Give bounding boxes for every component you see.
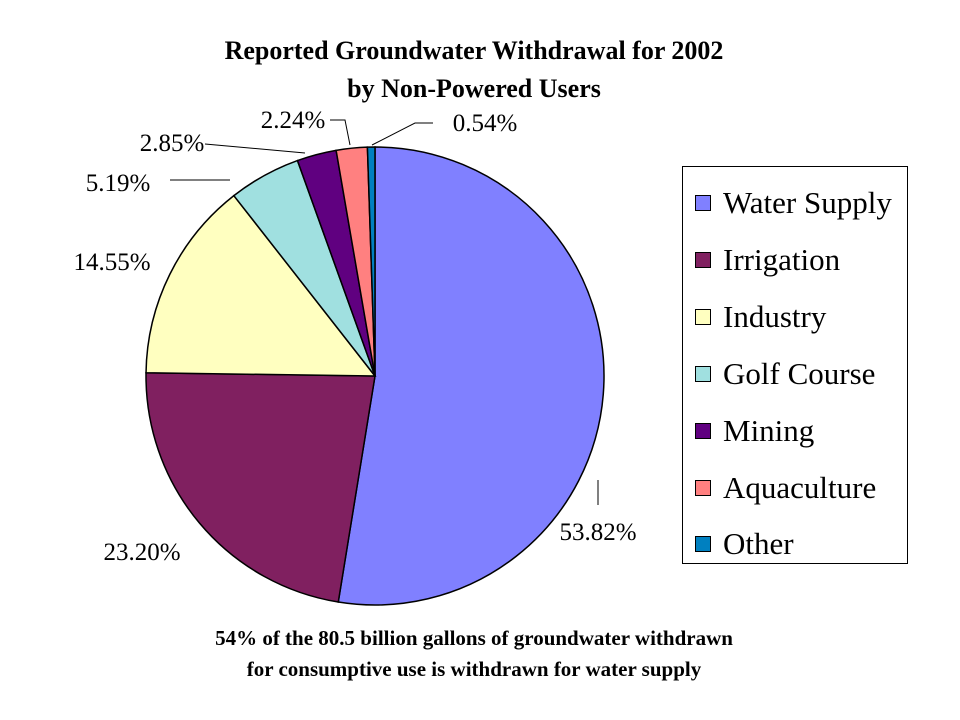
data-label-water-supply: 53.82% <box>559 519 636 546</box>
legend-swatch <box>695 423 711 439</box>
chart-title-line-1: Reported Groundwater Withdrawal for 2002 <box>224 36 724 65</box>
pie-slice-industry <box>145 194 377 377</box>
caption-line-2: for consumptive use is withdrawn for wat… <box>246 657 702 681</box>
legend-label: Water Supply <box>723 185 892 220</box>
data-label-industry: 14.55% <box>73 249 150 276</box>
legend-item-irrigation: Irrigation <box>695 241 909 281</box>
leader-line-other <box>371 122 433 146</box>
legend-item-industry: Industry <box>695 298 909 338</box>
pie-slice-other <box>366 146 376 377</box>
data-label-other: 0.54% <box>453 110 518 137</box>
data-label-golf-course: 5.19% <box>86 170 151 197</box>
legend-swatch <box>695 536 711 552</box>
legend-item-other: Other <box>695 525 909 565</box>
legend-item-golf-course: Golf Course <box>695 355 909 395</box>
legend-swatch <box>695 195 711 211</box>
legend-item-aquaculture: Aquaculture <box>695 469 909 509</box>
leader-line-aquaculture <box>330 119 351 146</box>
data-label-mining: 2.85% <box>140 130 205 157</box>
legend-label: Irrigation <box>723 242 841 277</box>
data-label-irrigation: 23.20% <box>103 539 180 566</box>
pie-slice-irrigation <box>145 372 376 603</box>
chart-title-line-2: by Non-Powered Users <box>347 74 601 103</box>
pie-slice-water-supply <box>337 146 605 606</box>
caption-line-1: 54% of the 80.5 billion gallons of groun… <box>215 626 733 650</box>
legend-swatch <box>695 252 711 268</box>
legend-item-water-supply: Water Supply <box>695 184 909 224</box>
data-label-aquaculture: 2.24% <box>261 107 326 134</box>
leader-line-mining <box>204 143 306 154</box>
legend-swatch <box>695 309 711 325</box>
legend-label: Aquaculture <box>723 470 877 505</box>
chart-legend: Water Supply Irrigation Industry Golf Cours… <box>682 166 908 564</box>
legend-item-mining: Mining <box>695 412 909 452</box>
legend-label: Industry <box>723 299 827 334</box>
legend-swatch <box>695 480 711 496</box>
legend-swatch <box>695 366 711 382</box>
legend-label: Other <box>723 526 794 561</box>
legend-label: Golf Course <box>723 356 876 391</box>
legend-label: Mining <box>723 413 815 448</box>
